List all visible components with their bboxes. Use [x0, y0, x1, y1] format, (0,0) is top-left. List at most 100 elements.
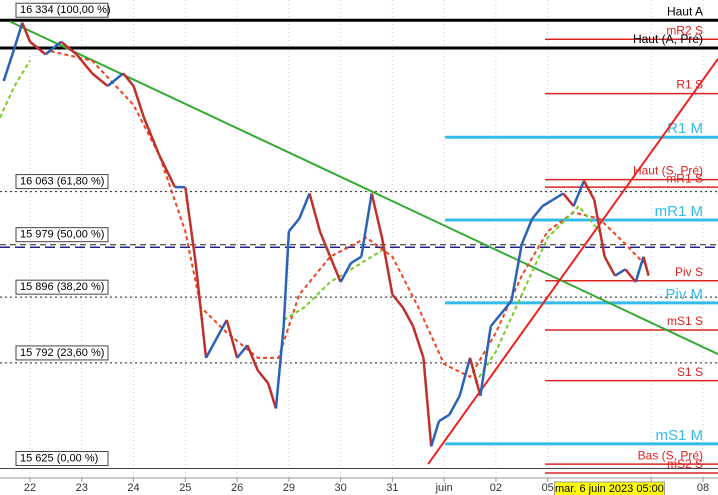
price-segment — [236, 344, 249, 359]
pivot-label: Haut A — [667, 4, 703, 18]
price-segment — [430, 420, 441, 447]
price-segment — [91, 72, 109, 87]
fib-label: 15 979 (50,00 %) — [20, 229, 104, 241]
price-segment — [552, 192, 564, 201]
price-segment — [593, 199, 606, 257]
pivot-label: Piv M — [666, 286, 704, 303]
price-segment — [44, 40, 62, 56]
fib-label: 15 792 (23,60 %) — [20, 347, 104, 359]
price-segment — [13, 22, 24, 49]
x-tick-label: 25 — [179, 482, 191, 494]
price-segment — [256, 369, 270, 384]
price-segment — [318, 230, 332, 258]
cursor-label: mar. 6 juin 2023 05:00 — [555, 483, 664, 495]
price-segment — [142, 117, 161, 157]
price-segment — [468, 357, 482, 397]
cursor-label-box — [553, 481, 665, 495]
price-segment — [634, 256, 645, 283]
price-segment — [479, 326, 492, 396]
price-segment — [360, 193, 373, 257]
price-segment — [246, 344, 259, 371]
price-segment — [422, 357, 433, 447]
pivot-label: R1 M — [667, 120, 703, 137]
price-segment — [624, 268, 637, 283]
pivot-label: Haut (A, Pré) — [633, 32, 703, 46]
price-segment — [520, 218, 534, 245]
price-segment — [106, 72, 124, 87]
price-segment — [287, 217, 301, 233]
price-segment — [541, 198, 554, 208]
price-segment — [75, 53, 94, 75]
pivot-label: mR1 M — [655, 203, 703, 220]
price-segment — [438, 413, 450, 423]
price-segment — [603, 256, 617, 277]
price-segment — [132, 85, 146, 118]
pivot-label: mS1 M — [655, 427, 703, 444]
fib-label-box — [15, 345, 109, 361]
fib-label-box — [15, 174, 109, 190]
price-segment — [29, 40, 47, 56]
price-segment — [60, 40, 78, 56]
price-segment — [122, 72, 135, 87]
x-tick-label: 23 — [76, 482, 88, 494]
fib-label: 16 063 (61,80 %) — [20, 175, 104, 187]
x-tick-label: 26 — [231, 482, 243, 494]
price-segment — [401, 306, 415, 327]
price-segment — [448, 395, 461, 416]
moving-average — [50, 50, 645, 379]
trendline — [427, 58, 718, 465]
price-segment — [489, 312, 503, 328]
price-segment — [380, 237, 394, 295]
x-tick-label: 22 — [24, 482, 36, 494]
price-segment — [370, 193, 384, 239]
pivot-label: Piv S — [675, 265, 703, 279]
x-tick-label: 02 — [490, 482, 502, 494]
price-segment — [298, 193, 311, 220]
x-tick-label: 31 — [386, 482, 398, 494]
pivot-label: Haut (S, Pré) — [633, 164, 703, 178]
price-segment — [282, 231, 291, 327]
pivot-label: mS1 S — [667, 314, 703, 328]
price-segment — [458, 357, 472, 397]
fib-label-box — [15, 2, 109, 18]
price-segment — [194, 262, 208, 359]
price-segment — [215, 319, 228, 340]
x-tick-label: juin — [435, 482, 453, 494]
x-tick-label: 30 — [334, 482, 346, 494]
fib-label-box — [15, 227, 109, 243]
fib-label: 15 625 (0,00 %) — [20, 452, 98, 464]
price-segment — [510, 243, 524, 302]
price-segment — [225, 319, 239, 359]
price-segment — [266, 382, 278, 409]
price-segment — [582, 180, 596, 201]
x-tick-label: 24 — [127, 482, 139, 494]
price-segment — [500, 300, 513, 315]
x-tick-label: 08 — [697, 482, 709, 494]
price-segment — [274, 326, 285, 409]
pivot-label: S1 S — [677, 365, 703, 379]
price-segment — [21, 22, 32, 43]
moving-average — [0, 60, 601, 384]
price-segment — [411, 325, 425, 359]
price-segment — [614, 268, 626, 277]
x-tick-label: 05 — [542, 482, 554, 494]
price-segment — [2, 47, 16, 81]
fib-label-box — [15, 451, 109, 467]
trendline — [9, 20, 718, 355]
price-segment — [184, 186, 197, 264]
price-segment — [158, 154, 177, 188]
fib-label: 16 334 (100,00 %) — [20, 4, 111, 16]
price-segment — [308, 193, 322, 232]
pivot-label: Bas (S, Pré) — [638, 448, 703, 462]
pivot-label: mR1 S — [666, 171, 703, 185]
price-segment — [350, 255, 362, 265]
price-segment — [572, 180, 586, 207]
pivot-label: mS2 S — [667, 457, 703, 471]
price-segment — [531, 205, 544, 220]
price-segment — [339, 262, 353, 283]
fib-label: 15 896 (38,20 %) — [20, 281, 104, 293]
price-segment — [642, 256, 650, 277]
price-segment — [562, 192, 575, 207]
